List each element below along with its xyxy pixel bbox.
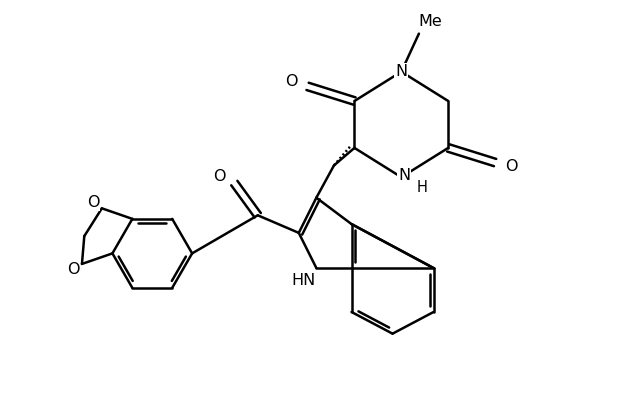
Text: N: N <box>398 168 410 183</box>
Text: H: H <box>417 180 427 195</box>
Text: O: O <box>214 169 226 183</box>
Text: O: O <box>87 195 99 210</box>
Text: HN: HN <box>291 273 315 288</box>
Text: N: N <box>396 64 407 79</box>
Text: Me: Me <box>419 14 443 29</box>
Text: O: O <box>505 159 517 174</box>
Text: O: O <box>286 74 298 89</box>
Text: O: O <box>67 262 79 277</box>
